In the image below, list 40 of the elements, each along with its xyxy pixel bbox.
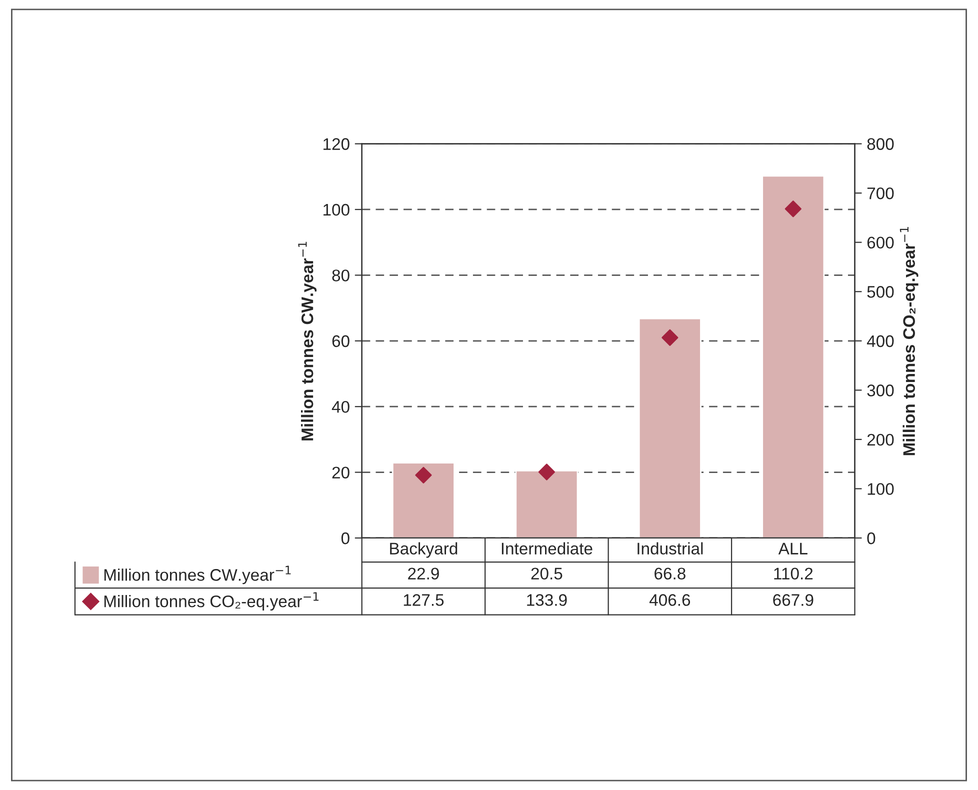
data-label: 66.8 bbox=[654, 568, 686, 580]
point bbox=[784, 200, 802, 218]
y2-tick-label: 400 bbox=[866, 335, 894, 348]
y2-tick-label: 0 bbox=[867, 532, 876, 544]
bar bbox=[392, 462, 455, 538]
x-tick-label: ALL bbox=[778, 542, 808, 554]
data-label: 406.6 bbox=[649, 594, 690, 606]
y2-tick-label: 100 bbox=[868, 483, 894, 495]
y-axis-title: Million tonnes CW.year$^{−1}$ bbox=[298, 242, 317, 440]
data-label: 110.2 bbox=[774, 568, 813, 580]
y-tick-label: 20 bbox=[332, 466, 350, 478]
y-tick-label: 80 bbox=[332, 270, 350, 282]
y-tick-label: 60 bbox=[332, 335, 350, 348]
y-tick-label: 120 bbox=[324, 138, 350, 150]
x-tick-label: Intermediate bbox=[502, 542, 592, 554]
data-label: 20.5 bbox=[531, 568, 562, 580]
data-label: 667.9 bbox=[773, 594, 814, 606]
bar bbox=[515, 470, 578, 538]
data-label: 133.9 bbox=[527, 594, 567, 606]
point bbox=[415, 466, 432, 484]
legend-label: Million tonnes CO₂-eq.year$^{−1}$ bbox=[104, 592, 319, 611]
legend-label: Million tonnes CW.year$^{−1}$ bbox=[104, 566, 291, 584]
bar bbox=[638, 318, 702, 538]
point bbox=[538, 464, 556, 480]
data-label: 127.5 bbox=[404, 594, 444, 606]
y2-tick-label: 800 bbox=[867, 138, 894, 150]
y-tick-label: 100 bbox=[324, 204, 350, 216]
y2-tick-label: 200 bbox=[867, 434, 894, 446]
bar bbox=[762, 175, 825, 538]
point bbox=[662, 329, 678, 346]
y2-tick-label: 500 bbox=[867, 286, 894, 298]
y-tick-label: 40 bbox=[332, 400, 350, 413]
x-tick-label: Backyard bbox=[390, 542, 458, 558]
y2-tick-label: 700 bbox=[867, 187, 894, 200]
y2-tick-label: 600 bbox=[867, 236, 894, 249]
y2-axis-title: Million tonnes CO₂-eq.year$^{−1}$ bbox=[900, 227, 918, 456]
y-tick-label: 0 bbox=[341, 532, 350, 544]
y2-tick-label: 300 bbox=[867, 384, 894, 396]
x-tick-label: Industrial bbox=[638, 542, 703, 554]
data-label: 22.9 bbox=[408, 568, 439, 580]
